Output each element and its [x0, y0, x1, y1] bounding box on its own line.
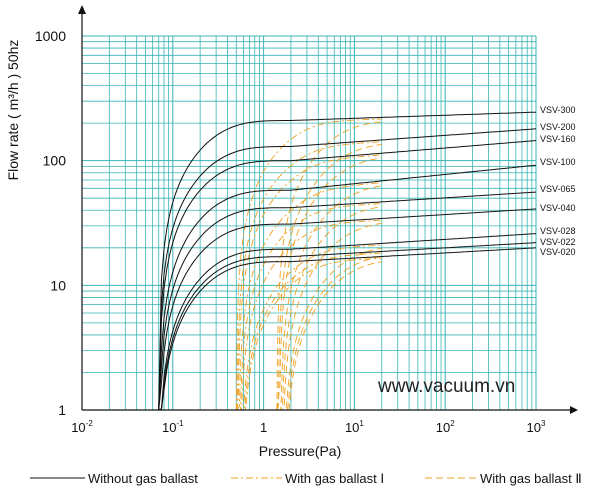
- series-curve-vsv-160: [158, 140, 537, 411]
- legend-label-ballast-i: With gas ballast Ⅰ: [285, 471, 384, 486]
- ballast-ii-curve-vsv-022: [276, 256, 382, 411]
- series-labels: VSV-300 VSV-200 VSV-160 VSV-100 VSV-065 VSV-0…: [540, 105, 576, 257]
- y-tick-label: 100: [43, 153, 67, 169]
- x-tick-label: 101: [345, 419, 364, 435]
- x-tick-label: 1: [260, 420, 267, 435]
- ballast-ii-curve-vsv-020: [276, 261, 382, 411]
- ballast-ii-curve-vsv-300: [276, 121, 382, 411]
- series-curve-vsv-020: [158, 247, 537, 411]
- ballast-ii-curve-vsv-160: [276, 157, 382, 411]
- ballast-i-curve-vsv-100: [235, 182, 382, 411]
- ballast-ii-curve-vsv-100: [276, 185, 382, 411]
- x-tick-label: 10-2: [71, 419, 93, 435]
- ballast-i-curve-vsv-065: [236, 203, 382, 411]
- series-label-vsv-040: VSV-040: [540, 203, 576, 213]
- watermark-text: www.vacuum.vn: [377, 376, 515, 397]
- x-tick-label: 102: [436, 419, 455, 435]
- x-tick-label: 10-1: [162, 419, 184, 435]
- ballast-ii-curves: [276, 121, 382, 411]
- series-curve-vsv-100: [158, 164, 537, 411]
- legend-label-no-ballast: Without gas ballast: [88, 471, 198, 486]
- y-tick-label: 1: [58, 402, 66, 418]
- ballast-ii-curve-vsv-028: [276, 247, 382, 411]
- legend-label-ballast-ii: With gas ballast Ⅱ: [480, 471, 582, 486]
- series-curve-vsv-065: [158, 191, 537, 411]
- y-axis-label: Flow rate ( m³/h ) 50hz: [5, 40, 21, 181]
- ballast-i-curves: [235, 118, 382, 411]
- ballast-i-curve-vsv-020: [236, 257, 382, 411]
- ballast-i-curve-vsv-200: [236, 141, 382, 411]
- ballast-i-curve-vsv-040: [236, 219, 382, 411]
- ballast-i-curve-vsv-022: [236, 252, 382, 411]
- series-label-vsv-065: VSV-065: [540, 184, 576, 194]
- series-curve-vsv-022: [158, 242, 537, 411]
- ballast-i-curve-vsv-160: [235, 154, 382, 411]
- y-tick-label: 1000: [35, 28, 66, 44]
- series-label-vsv-100: VSV-100: [540, 157, 576, 167]
- ballast-i-curve-vsv-028: [236, 244, 382, 411]
- legend: Without gas ballast With gas ballast Ⅰ W…: [30, 471, 582, 486]
- ballast-ii-curve-vsv-065: [276, 206, 382, 411]
- y-tick-label: 10: [50, 277, 66, 293]
- axes: [78, 5, 578, 414]
- x-axis-arrow: [570, 406, 578, 414]
- y-axis-arrow: [78, 5, 86, 14]
- series-label-vsv-020: VSV-020: [540, 247, 576, 257]
- tick-labels: 10-2 10-1 1 101 102 103 1 10 100 1000: [35, 28, 546, 435]
- series-label-vsv-300: VSV-300: [540, 105, 576, 115]
- ballast-ii-curve-vsv-200: [276, 144, 382, 411]
- series-curve-vsv-028: [158, 233, 537, 411]
- no-ballast-curves: [158, 111, 537, 411]
- series-curve-vsv-040: [158, 208, 537, 411]
- series-label-vsv-022: VSV-022: [540, 237, 576, 247]
- series-label-vsv-028: VSV-028: [540, 226, 576, 236]
- x-tick-label: 103: [527, 419, 546, 435]
- series-label-vsv-200: VSV-200: [540, 122, 576, 132]
- series-label-vsv-160: VSV-160: [540, 134, 576, 144]
- x-axis-label: Pressure(Pa): [259, 443, 341, 459]
- series-curve-vsv-200: [158, 128, 537, 411]
- series-curve-vsv-300: [158, 111, 536, 411]
- grid-lines: [81, 35, 537, 411]
- ballast-ii-curve-vsv-040: [276, 222, 382, 411]
- ballast-i-curve-vsv-300: [235, 118, 382, 411]
